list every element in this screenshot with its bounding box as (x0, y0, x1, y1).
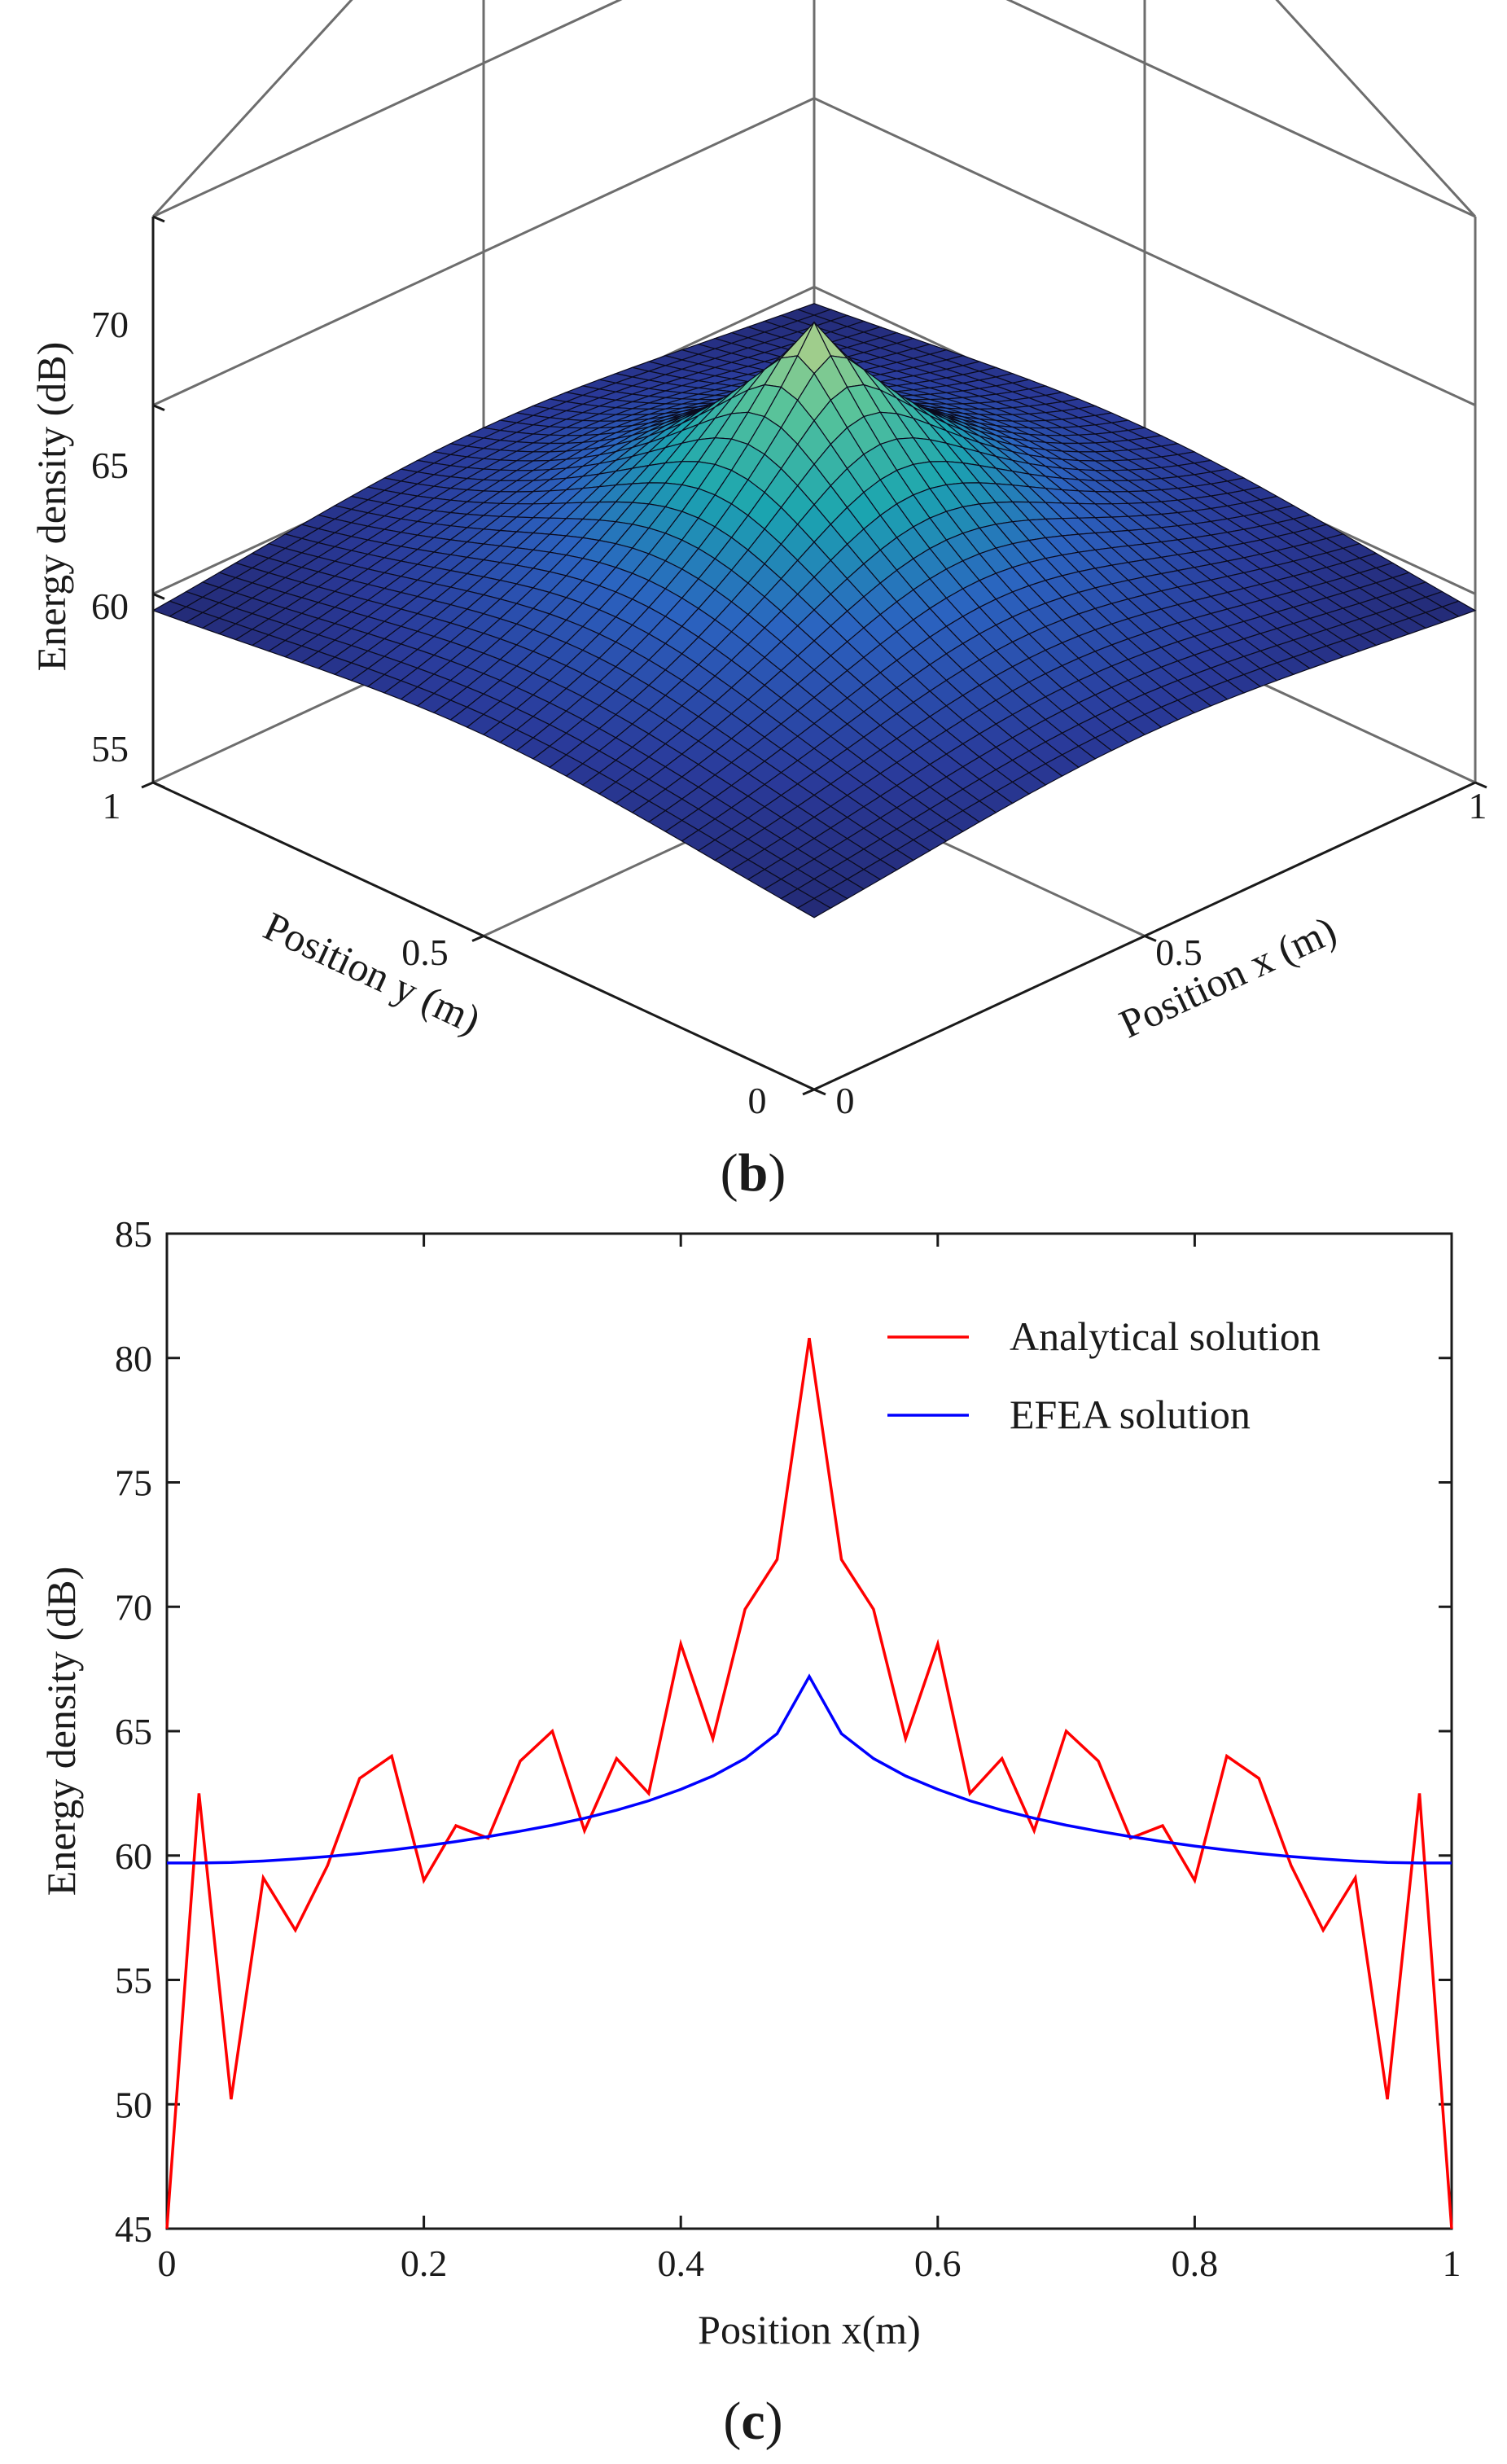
panel-label-c: (c) (723, 2392, 782, 2451)
y-tick-label-c-3: 60 (115, 1835, 152, 1877)
y-axis-title: Position y (m) (257, 903, 488, 1043)
x-tick-mark-1 (1144, 935, 1157, 942)
y-tick-mark-1 (471, 935, 484, 942)
y-tick-label-c-5: 70 (115, 1586, 152, 1628)
x-tick-mark-2 (1474, 781, 1487, 789)
plot-series (165, 1338, 1453, 2229)
surface-chart-panel: 55 60 65 70 Energy density (dB) 1 0.5 0 … (28, 0, 1487, 1203)
surface-facet (796, 897, 832, 919)
z-tick-55: 55 (91, 728, 129, 769)
y-axis-title-c: Energy density (dB) (38, 1567, 84, 1896)
wall-top-right (1275, 0, 1477, 218)
z-tick-70: 70 (91, 304, 129, 345)
panel-label-b: (b) (721, 1143, 786, 1203)
x-axis-title-c: Position x(m) (698, 2307, 921, 2352)
x-axis-title: Position x (m) (1112, 907, 1343, 1047)
y-tick-label-c-6: 75 (115, 1462, 152, 1504)
panel-label-c-letter: c (741, 2392, 764, 2451)
y-tick-label-c-4: 65 (115, 1711, 152, 1752)
x-tick-1: 1 (1469, 785, 1487, 826)
x-tick-mark-0 (813, 1088, 826, 1096)
y-tick-0.5: 0.5 (401, 932, 449, 973)
x-tick-label-c-4: 0.8 (1172, 2243, 1219, 2284)
z-tick-65: 65 (91, 445, 129, 486)
y-tick-label-c-1: 50 (115, 2084, 152, 2125)
y-tick-label-c-8: 85 (115, 1213, 152, 1255)
plot-area-frame (165, 1232, 1453, 2230)
x-tick-label-c-3: 0.6 (914, 2243, 962, 2284)
plot-tick-labels: 0 0.2 0.4 0.6 0.8 1 45 50 55 60 65 70 75 80 85 (115, 1213, 1461, 2284)
legend-label-efea: EFEA solution (1010, 1392, 1251, 1437)
z-tick-mark-3 (152, 215, 165, 223)
z-tick-mark-2 (152, 404, 165, 412)
z-tick-mark-1 (152, 592, 165, 600)
line-chart-panel: 0 0.2 0.4 0.6 0.8 1 45 50 55 60 65 70 75 80 85 Energy … (38, 1213, 1461, 2451)
y-tick-mark-2 (141, 781, 154, 789)
z-tick-60: 60 (91, 585, 129, 627)
series-line-analytical (165, 1338, 1453, 2229)
series-line-efea (167, 1673, 1452, 1865)
y-tick-mark-0 (802, 1088, 815, 1096)
y-tick-label-c-0: 45 (115, 2208, 152, 2250)
wall-top-left (151, 0, 353, 218)
x-tick-label-c-1: 0.2 (401, 2243, 448, 2284)
legend: Analytical solution EFEA solution (887, 1313, 1321, 1437)
y-tick-0-left: 0 (748, 1080, 767, 1121)
x-tick-0.5: 0.5 (1155, 932, 1203, 973)
surface-axes (141, 215, 1487, 1096)
x-tick-label-c-2: 0.4 (657, 2243, 704, 2284)
panel-label-b-letter: b (738, 1143, 769, 1203)
x-tick-label-c-5: 1 (1443, 2243, 1461, 2284)
y-tick-1: 1 (103, 785, 121, 826)
x-tick-0: 0 (836, 1080, 855, 1121)
z-axis-title: Energy density (dB) (28, 342, 74, 672)
z-tick-mark-0 (152, 781, 165, 789)
x-tick-label-c-0: 0 (158, 2243, 177, 2284)
y-tick-label-c-7: 80 (115, 1338, 152, 1379)
energy-density-surface (151, 303, 1477, 919)
legend-label-analytical: Analytical solution (1010, 1313, 1321, 1359)
y-tick-label-c-2: 55 (115, 1960, 152, 2001)
